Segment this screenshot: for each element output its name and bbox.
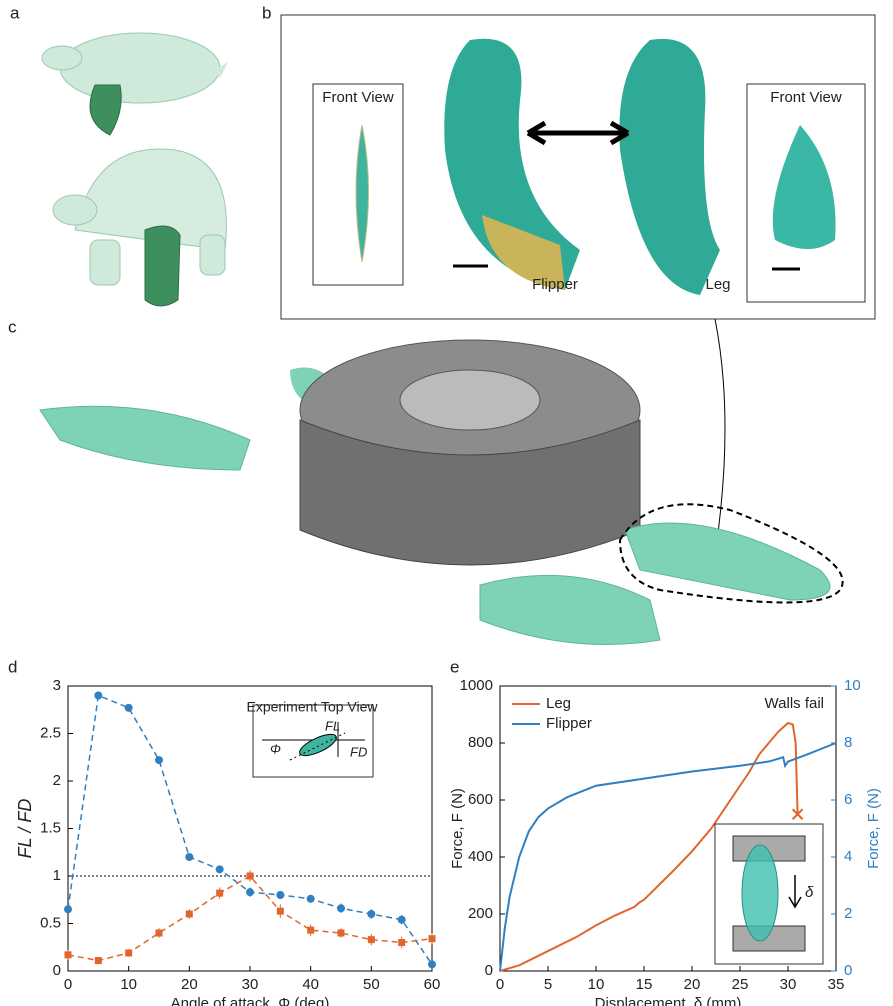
point (186, 911, 193, 918)
point (368, 936, 375, 943)
point (156, 930, 163, 937)
point (307, 927, 314, 934)
x-tick-label: 20 (684, 976, 701, 993)
x-tick-label: 30 (780, 976, 797, 993)
point (338, 930, 345, 937)
leg-photo (619, 39, 720, 295)
y-tick-label: 0.5 (40, 914, 61, 931)
x-tick-label: 15 (636, 976, 653, 993)
y2-tick-label: 8 (844, 734, 852, 751)
y2-tick-label: 10 (844, 677, 861, 694)
point (429, 935, 436, 942)
x-tick-label: 0 (496, 976, 504, 993)
x-tick-label: 30 (242, 976, 259, 993)
x-axis-label: Angle of attack, Φ (deg) (171, 995, 330, 1006)
annotation: Walls fail (765, 695, 824, 712)
connector-line (715, 319, 725, 555)
panel-label: d (8, 657, 17, 676)
x-tick-label: 5 (544, 976, 552, 993)
y-axis-label: FL / FD (15, 799, 35, 859)
y-tick-label: 3 (53, 677, 61, 694)
point (398, 916, 406, 924)
tortoise (53, 149, 226, 306)
x-tick-label: 0 (64, 976, 72, 993)
panel-label: b (262, 3, 271, 22)
point (398, 939, 405, 946)
y-tick-label: 200 (468, 905, 493, 922)
point (95, 957, 102, 964)
point (216, 865, 224, 873)
series-line (68, 696, 432, 965)
x-tick-label: 10 (120, 976, 137, 993)
figure: a b Front View Flipper Leg Front View c … (0, 0, 893, 1006)
point (246, 888, 254, 896)
y-tick-label: 1000 (460, 677, 493, 694)
inset-label: δ (805, 884, 814, 901)
y-tick-label: 2.5 (40, 724, 61, 741)
plot-frame (68, 686, 432, 971)
y2-tick-label: 4 (844, 848, 852, 865)
inset-leg (742, 845, 778, 941)
y-tick-label: 2 (53, 772, 61, 789)
legend-label: Leg (546, 695, 571, 712)
inset-label: FD (350, 744, 367, 759)
flipper-front (356, 125, 369, 262)
x-tick-label: 60 (424, 976, 441, 993)
y-tick-label: 800 (468, 734, 493, 751)
front-view-label: Front View (770, 89, 842, 106)
panel-label: e (450, 657, 459, 676)
point (155, 756, 163, 764)
y2-tick-label: 6 (844, 791, 852, 808)
leg-front (773, 125, 836, 249)
y-tick-label: 1 (53, 867, 61, 884)
point (125, 949, 132, 956)
leg-label: Leg (705, 276, 730, 293)
legend-label: Flipper (546, 715, 592, 732)
x-tick-label: 40 (302, 976, 319, 993)
panel-label: a (10, 3, 20, 22)
robot (40, 340, 830, 645)
y-tick-label: 600 (468, 791, 493, 808)
y2-tick-label: 0 (844, 962, 852, 979)
flipper-label: Flipper (532, 276, 578, 293)
inset-title: Experiment Top View (247, 699, 379, 715)
x-tick-label: 50 (363, 976, 380, 993)
point (367, 910, 375, 918)
point (216, 890, 223, 897)
x-tick-label: 35 (828, 976, 845, 993)
point (337, 904, 345, 912)
sea-turtle (42, 33, 228, 135)
x-tick-label: 25 (732, 976, 749, 993)
point (125, 704, 133, 712)
inset-label: Φ (270, 741, 281, 756)
point (277, 908, 284, 915)
chart-d: 0 10 20 30 40 50 60 0 0.5 1 1.5 2 2.5 3 Angle of attac… (15, 677, 441, 1006)
point (185, 853, 193, 861)
y-tick-label: 0 (53, 962, 61, 979)
point (307, 895, 315, 903)
y-axis-label: Force, F (N) (449, 788, 466, 869)
double-arrow (528, 123, 628, 143)
front-view-label: Front View (322, 89, 394, 106)
y2-tick-label: 2 (844, 905, 852, 922)
y-tick-label: 0 (485, 962, 493, 979)
point (64, 905, 72, 913)
point (94, 692, 102, 700)
point (65, 951, 72, 958)
y-tick-label: 1.5 (40, 819, 61, 836)
x-axis-label: Displacement, δ (mm) (595, 995, 742, 1006)
y-tick-label: 400 (468, 848, 493, 865)
point (247, 873, 254, 880)
y2-axis-label: Force, F (N) (865, 788, 882, 869)
point (428, 960, 436, 968)
x-tick-label: 20 (181, 976, 198, 993)
inset-label: FL (325, 718, 340, 733)
panel-label: c (8, 317, 17, 336)
x-tick-label: 10 (588, 976, 605, 993)
point (276, 891, 284, 899)
